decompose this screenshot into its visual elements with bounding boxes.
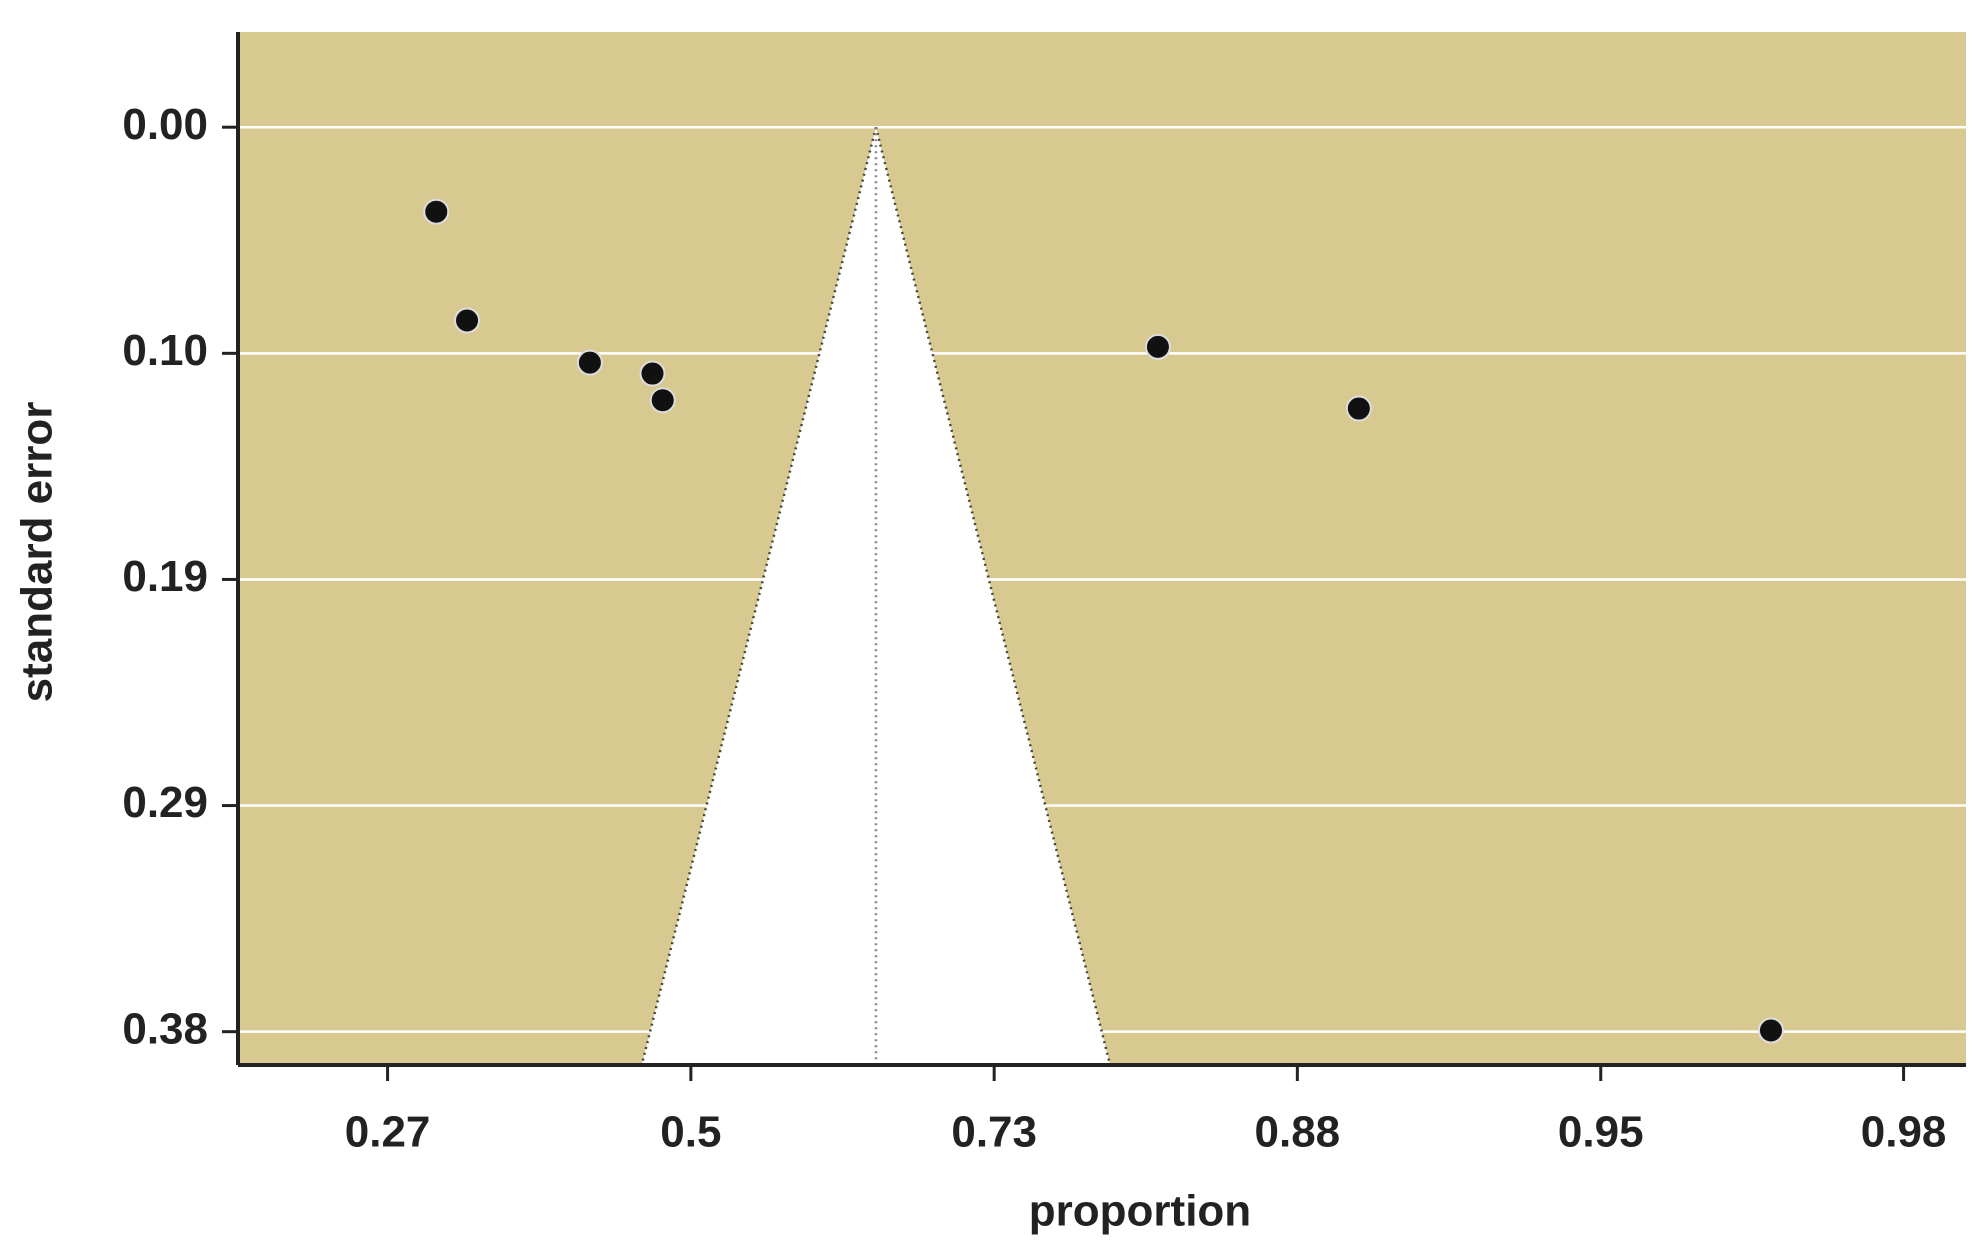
x-tick-label: 0.73: [951, 1108, 1037, 1157]
y-axis-title: standard error: [13, 402, 62, 703]
x-tick-label: 0.88: [1255, 1108, 1341, 1157]
x-axis-title: proportion: [1029, 1187, 1251, 1236]
y-tick-label: 0.00: [122, 100, 208, 149]
data-point: [1345, 395, 1372, 422]
data-point: [649, 387, 676, 414]
funnel-edge: [640, 126, 878, 1065]
x-tick-label: 0.95: [1558, 1108, 1644, 1157]
data-point: [454, 307, 481, 334]
data-point: [576, 349, 603, 376]
x-tick-label: 0.98: [1861, 1108, 1947, 1157]
y-tick-label: 0.10: [122, 326, 208, 375]
plot-background: [238, 32, 1966, 1065]
data-point: [639, 360, 666, 387]
x-tick-label: 0.27: [345, 1108, 431, 1157]
y-tick-label: 0.29: [122, 778, 208, 827]
x-tick-label: 0.5: [660, 1108, 721, 1157]
funnel: [640, 126, 1112, 1065]
y-tick-label: 0.19: [122, 552, 208, 601]
data-point: [1144, 333, 1171, 360]
y-tick-label: 0.38: [122, 1004, 208, 1053]
data-point: [423, 198, 450, 225]
funnel-edge: [874, 126, 1112, 1065]
data-point: [1757, 1017, 1784, 1044]
